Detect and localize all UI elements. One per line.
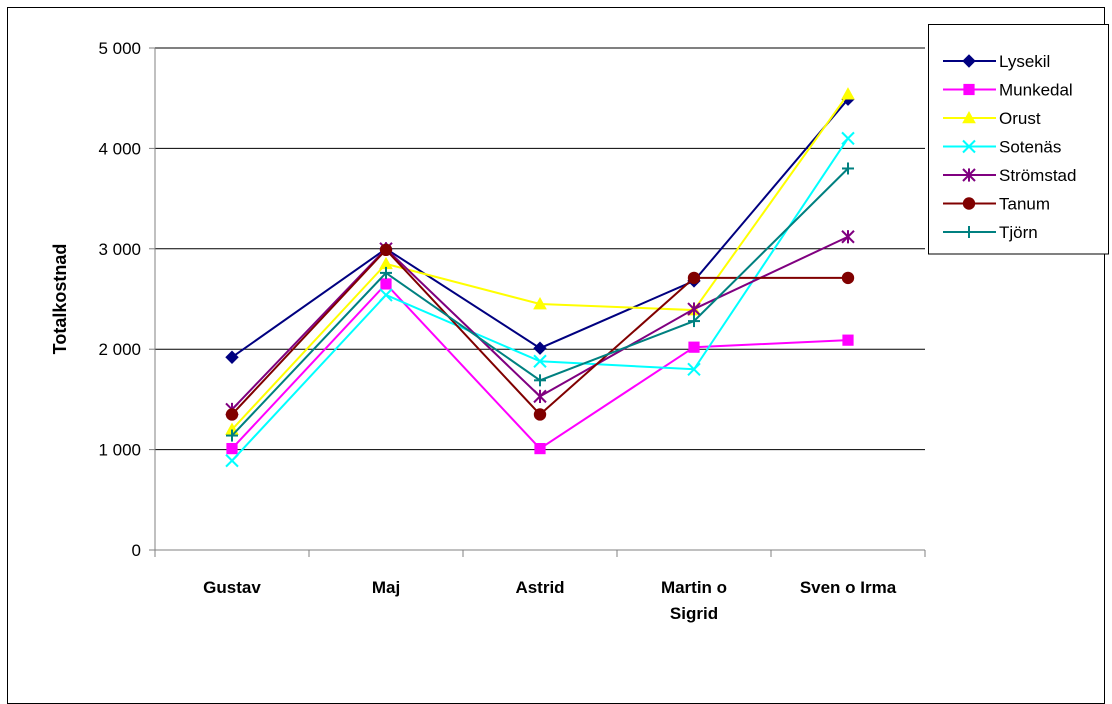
data-point [841,271,855,285]
data-point [226,429,238,442]
data-point [841,230,855,244]
y-tick-label: 4 000 [98,139,141,158]
legend-marker [962,197,976,210]
data-point [688,341,700,353]
x-tick-label: Martin o Sigrid [661,578,727,623]
legend-label: Lysekil [999,52,1050,71]
series-sotenas [225,131,855,468]
data-point [533,296,547,310]
data-point [841,131,855,146]
y-axis-ticks: 0 1 000 2 000 3 000 4 000 5 000 [98,39,155,560]
data-point [841,87,855,100]
legend-marker [962,139,976,154]
legend-marker [962,168,976,182]
data-point [687,362,701,376]
x-tick-label: Astrid [515,578,564,597]
legend-item-stromstad: Strömstad [943,166,1076,185]
legend-label: Munkedal [999,81,1073,100]
legend: Lysekil Munkedal Orust Sotenäs Strömstad Tanu… [928,24,1109,255]
legend-item-sotenas: Sotenäs [943,138,1061,157]
chart-frame [7,7,1105,704]
y-tick-label: 5 000 [98,39,141,58]
series-stromstad [225,230,855,417]
data-point [379,243,393,257]
legend-marker [963,226,975,238]
x-axis-ticks: Gustav Maj Astrid Martin o Sigrid Sven o Irma [154,550,926,623]
y-tick-label: 1 000 [98,441,141,460]
y-tick-label: 0 [132,541,141,560]
legend-label: Tanum [999,195,1050,214]
legend-item-lysekil: Lysekil [943,52,1050,71]
y-tick-label: 3 000 [98,240,141,259]
legend-label: Orust [999,109,1041,128]
data-point [533,408,547,421]
y-tick-label: 2 000 [98,340,141,359]
data-point [842,162,854,175]
series-tjorn [226,162,854,442]
legend-marker [962,54,976,68]
data-point [379,288,393,302]
legend-item-orust: Orust [943,109,1041,128]
series-tanum [225,243,855,421]
x-tick-label: Gustav [203,578,261,597]
data-point [226,442,238,455]
legend-item-tanum: Tanum [943,195,1050,214]
data-point [687,302,701,316]
legend-label: Tjörn [999,223,1038,242]
data-point [533,389,547,404]
y-axis-title: Totalkostnad [50,244,70,355]
data-point [534,374,546,387]
data-point [533,341,547,355]
data-point [225,408,239,421]
data-point [688,315,700,328]
legend-item-munkedal: Munkedal [943,81,1073,100]
legend-label: Strömstad [999,166,1076,185]
series-group [225,87,855,468]
legend-marker [963,83,975,96]
data-point [380,266,392,279]
data-point [225,453,239,468]
legend-item-tjorn: Tjörn [943,223,1038,242]
x-tick-label: Maj [372,578,400,597]
data-point [687,271,701,285]
data-point [533,354,547,368]
data-point [534,442,546,455]
legend-marker [962,110,976,124]
x-tick-label: Sven o Irma [800,578,897,597]
data-point [380,278,392,290]
legend-box [928,24,1109,255]
data-point [842,334,854,346]
data-point [225,350,239,364]
legend-label: Sotenäs [999,138,1061,157]
